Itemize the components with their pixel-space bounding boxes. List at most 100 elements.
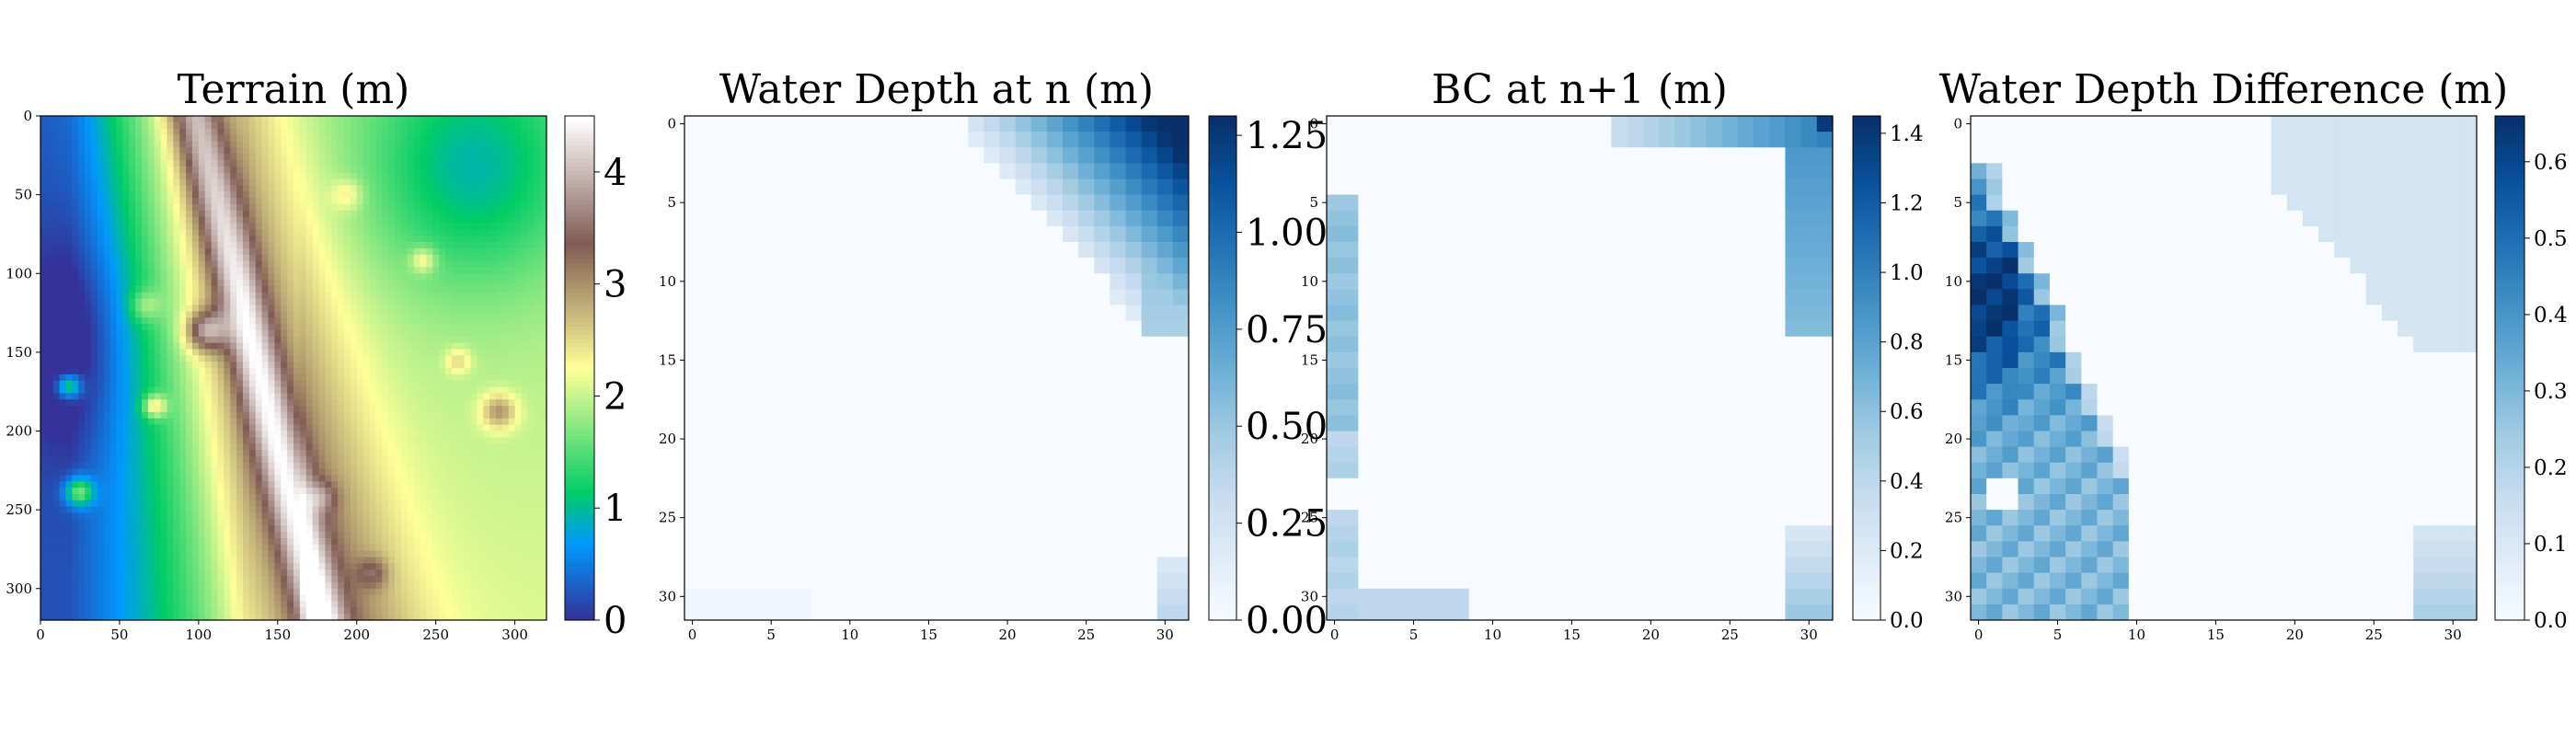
heatmap-cell — [236, 128, 244, 136]
heatmap-cell — [483, 437, 490, 444]
heatmap-cell — [59, 406, 67, 413]
heatmap-cell — [281, 317, 288, 325]
heatmap-cell — [477, 336, 484, 344]
heatmap-cell — [299, 247, 307, 256]
heatmap-cell — [400, 242, 408, 249]
heatmap-cell — [236, 349, 244, 356]
heatmap-cell — [477, 399, 484, 407]
heatmap-cell — [540, 292, 547, 300]
heatmap-cell — [344, 475, 351, 482]
heatmap-cell — [129, 229, 136, 236]
heatmap-cell — [305, 166, 314, 174]
heatmap-cell — [382, 329, 389, 338]
heatmap-cell — [224, 324, 231, 331]
heatmap-cell — [40, 147, 48, 155]
heatmap-cell — [243, 462, 250, 470]
heatmap-cell — [91, 298, 98, 306]
heatmap-cell — [261, 210, 270, 218]
heatmap-cell — [109, 185, 118, 192]
heatmap-cell — [97, 362, 105, 369]
heatmap-cell — [248, 437, 257, 444]
heatmap-cell — [477, 368, 484, 375]
heatmap-cell — [413, 172, 421, 180]
heatmap-cell — [147, 406, 155, 413]
heatmap-cell — [521, 355, 528, 362]
heatmap-cell — [496, 324, 503, 331]
heatmap-cell — [350, 198, 358, 205]
heatmap-cell — [224, 305, 231, 312]
heatmap-cell — [344, 166, 351, 174]
heatmap-cell — [179, 481, 187, 489]
heatmap-cell — [407, 273, 415, 281]
heatmap-cell — [382, 431, 389, 438]
heatmap-cell — [540, 242, 547, 249]
heatmap-cell — [236, 450, 244, 457]
heatmap-cell — [521, 380, 528, 388]
heatmap-cell — [287, 134, 294, 142]
heatmap-cell — [248, 317, 257, 325]
heatmap-cell — [167, 159, 174, 167]
heatmap-cell — [224, 198, 231, 205]
heatmap-cell — [413, 462, 421, 470]
heatmap-cell — [255, 329, 263, 338]
heatmap-cell — [154, 462, 162, 470]
heatmap-cell — [173, 172, 180, 180]
heatmap-cell — [514, 362, 523, 369]
heatmap-cell — [521, 475, 528, 482]
heatmap-cell — [274, 329, 282, 338]
heatmap-cell — [362, 329, 371, 338]
heatmap-cell — [268, 468, 275, 477]
heatmap-cell — [407, 134, 415, 142]
heatmap-cell — [85, 229, 92, 236]
heatmap-cell — [501, 418, 510, 426]
heatmap-cell — [198, 128, 206, 136]
heatmap-cell — [217, 191, 224, 199]
heatmap-cell — [540, 178, 547, 186]
heatmap-cell — [534, 121, 541, 130]
heatmap-cell — [287, 254, 294, 262]
heatmap-cell — [477, 134, 484, 142]
heatmap-cell — [388, 210, 396, 218]
heatmap-cell — [362, 254, 371, 262]
heatmap-cell — [496, 147, 503, 155]
heatmap-cell — [483, 443, 490, 451]
heatmap-cell — [160, 494, 168, 501]
heatmap-cell — [154, 236, 162, 243]
heatmap-cell — [451, 393, 459, 400]
heatmap-cell — [173, 411, 180, 420]
heatmap-cell — [299, 355, 307, 362]
heatmap-cell — [457, 141, 466, 148]
heatmap-cell — [457, 128, 466, 136]
heatmap-cell — [52, 185, 61, 192]
heatmap-cell — [281, 198, 288, 205]
heatmap-cell — [116, 223, 123, 230]
heatmap-cell — [103, 216, 111, 224]
heatmap-cell — [527, 437, 535, 444]
heatmap-cell — [255, 203, 263, 212]
heatmap-cell — [350, 450, 358, 457]
heatmap-cell — [496, 455, 503, 464]
heatmap-cell — [464, 273, 472, 281]
heatmap-cell — [217, 462, 224, 470]
heatmap-cell — [91, 172, 98, 180]
heatmap-cell — [432, 198, 440, 205]
heatmap-cell — [540, 267, 547, 274]
heatmap-cell — [501, 242, 510, 249]
heatmap-cell — [72, 342, 79, 351]
heatmap-cell — [483, 166, 490, 174]
heatmap-cell — [514, 324, 523, 331]
heatmap-cell — [186, 178, 193, 186]
heatmap-cell — [281, 254, 288, 262]
heatmap-cell — [305, 185, 314, 192]
heatmap-cell — [426, 443, 433, 451]
heatmap-cell — [400, 431, 408, 438]
heatmap-cell — [72, 292, 79, 300]
heatmap-cell — [470, 355, 477, 362]
heatmap-cell — [457, 191, 466, 199]
heatmap-cell — [72, 178, 79, 186]
heatmap-cell — [338, 481, 345, 489]
heatmap-cell — [527, 116, 535, 123]
heatmap-cell — [248, 191, 257, 199]
heatmap-cell — [413, 443, 421, 451]
heatmap-cell — [305, 406, 314, 413]
